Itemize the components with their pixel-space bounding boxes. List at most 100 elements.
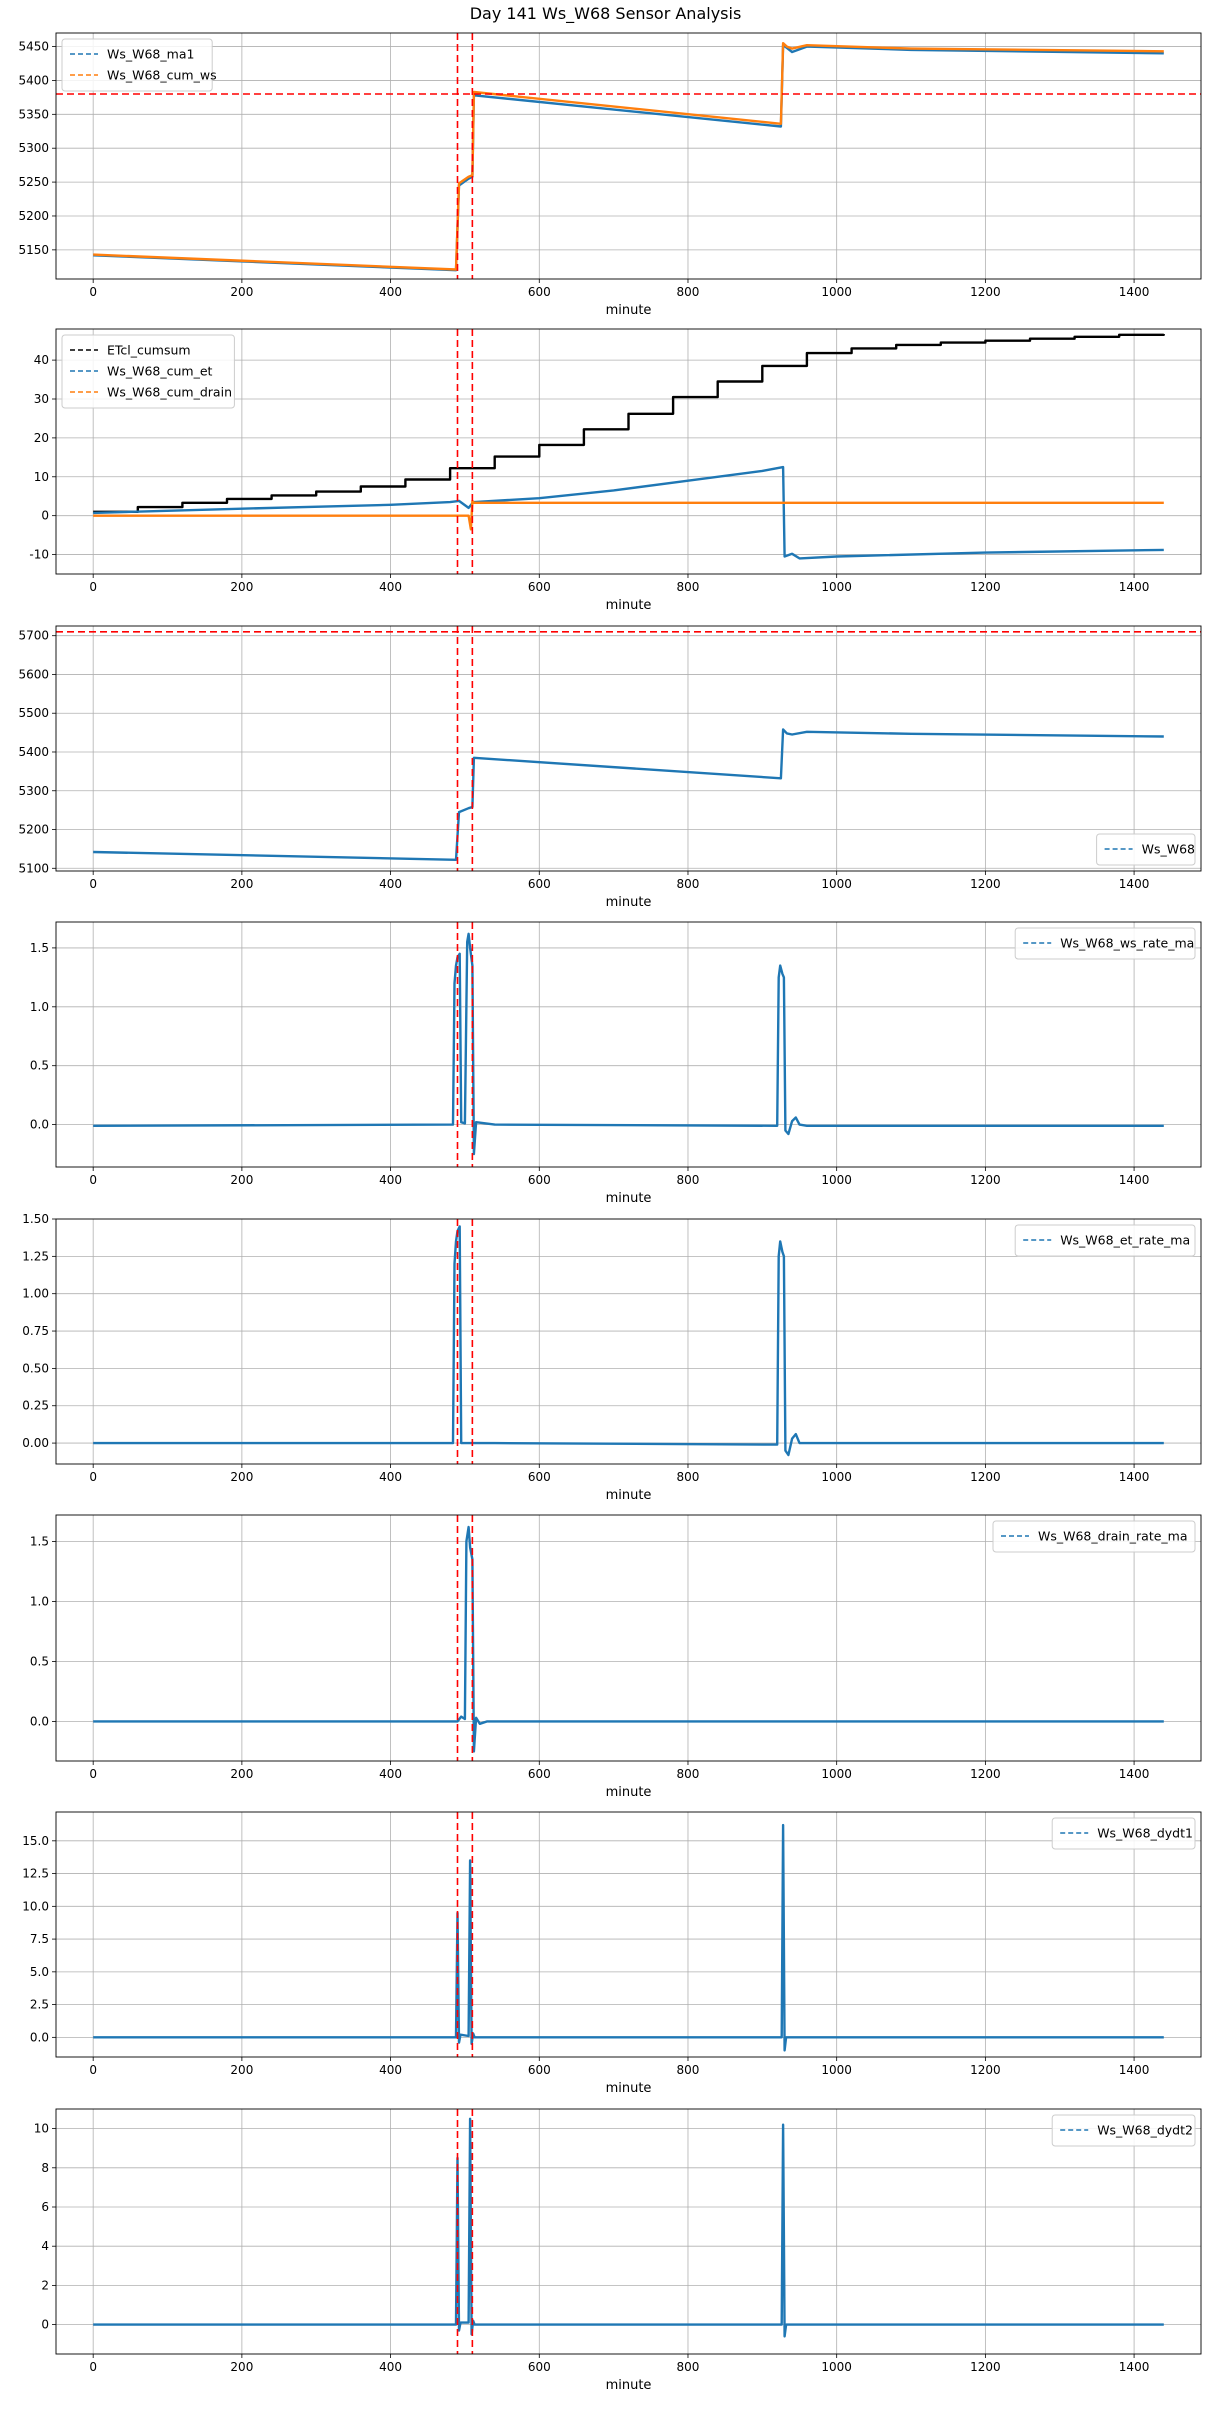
x-tick-label: 1000 [821,2063,852,2077]
series-line-Ws_W68_dydt1 [93,1823,1164,2052]
axes-frame [55,32,1202,280]
x-tick-label: 600 [528,285,551,299]
y-tick-label: 5200 [18,209,49,223]
x-axis-label: minute [606,1785,652,1800]
legend-label: Ws_W68_cum_et [107,364,213,379]
x-tick-label: 0 [89,2063,97,2077]
x-tick-label: 200 [230,1470,253,1484]
figure-title: Day 141 Ws_W68 Sensor Analysis [469,4,742,23]
y-tick-label: 5600 [18,667,49,681]
y-tick-label: 10 [34,470,49,484]
y-tick-label: 5700 [18,629,49,643]
x-tick-label: 800 [677,1173,700,1187]
subplot-4: 0 200 400 600 800 1000 1200 1400 0.0 0.5 1.0 1.5 min… [30,921,1202,1206]
series-line-Ws_W68_ws_rate_ma [93,932,1164,1156]
legend-label: Ws_W68_ws_rate_ma [1060,936,1194,951]
y-tick-label: 0.50 [22,1361,49,1375]
y-tick-label: 2.5 [30,1998,49,2012]
x-tick-label: 400 [379,580,402,594]
y-tick-label: 5400 [18,745,49,759]
x-tick-label: 0 [89,877,97,891]
y-tick-label: 1.00 [22,1287,49,1301]
x-tick-label: 1000 [821,1767,852,1781]
series-line-Ws_W68_drain_rate_ma [93,1525,1164,1753]
legend: Ws_W68_drain_rate_ma [992,1520,1196,1553]
y-tick-label: 8 [41,2161,49,2175]
x-tick-label: 600 [528,1470,551,1484]
subplot-5: 0 200 400 600 800 1000 1200 1400 0.00 0.25 0.50 0.7… [22,1212,1202,1503]
x-tick-label: 600 [528,1767,551,1781]
legend-label: Ws_W68_drain_rate_ma [1038,1529,1188,1544]
x-tick-label: 1200 [970,2063,1001,2077]
series-line-Ws_W68_dydt2 [93,2117,1164,2338]
y-tick-label: 7.5 [30,1932,49,1946]
y-tick-label: 0 [41,509,49,523]
legend-label: Ws_W68_cum_drain [107,385,232,400]
y-tick-label: 1.25 [22,1249,49,1263]
x-tick-label: 200 [230,2063,253,2077]
series-line-Ws_W68_et_rate_ma [93,1225,1164,1457]
x-tick-label: 1200 [970,877,1001,891]
subplot-8: 0 200 400 600 800 1000 1200 1400 0 2 4 6 8 10 minute Ws… [34,2108,1202,2393]
y-tick-label: 5400 [18,73,49,87]
x-tick-label: 0 [89,285,97,299]
x-tick-label: 1200 [970,285,1001,299]
x-tick-label: 1000 [821,1173,852,1187]
series-line-Ws_W68_cum_ws [93,42,1164,271]
x-tick-label: 200 [230,580,253,594]
legend-box [1096,833,1196,866]
legend: ETcl_cumsum Ws_W68_cum_et Ws_W68_cum_drain [61,334,235,409]
y-tick-label: -10 [29,548,49,562]
x-axis-label: minute [606,303,652,318]
y-tick-label: 5450 [18,40,49,54]
x-tick-label: 400 [379,285,402,299]
x-tick-label: 800 [677,285,700,299]
x-tick-label: 1000 [821,877,852,891]
x-tick-label: 1200 [970,1767,1001,1781]
x-tick-label: 1000 [821,2360,852,2374]
x-axis-label: minute [606,1488,652,1503]
x-axis-label: minute [606,2378,652,2393]
x-axis-label: minute [606,895,652,910]
y-tick-label: 0.5 [30,1059,49,1073]
x-tick-label: 1400 [1119,580,1150,594]
x-tick-label: 1000 [821,1470,852,1484]
y-tick-label: 0.0 [30,1714,49,1728]
legend-label: Ws_W68_cum_ws [107,68,217,83]
x-tick-label: 0 [89,1470,97,1484]
x-tick-label: 600 [528,2063,551,2077]
x-tick-label: 1400 [1119,285,1150,299]
y-tick-label: 4 [41,2239,49,2253]
axes-frame [55,1514,1202,1762]
y-tick-label: 15.0 [22,1834,49,1848]
y-tick-label: 1.0 [30,1594,49,1608]
x-tick-label: 1400 [1119,2360,1150,2374]
legend: Ws_W68_ws_rate_ma [1014,927,1196,960]
x-tick-label: 600 [528,1173,551,1187]
x-tick-label: 0 [89,580,97,594]
y-tick-label: 5150 [18,243,49,257]
x-tick-label: 800 [677,580,700,594]
y-tick-label: 1.5 [30,1534,49,1548]
y-tick-label: 0 [41,2318,49,2332]
axes-frame [55,1811,1202,2058]
y-tick-label: 5250 [18,175,49,189]
x-tick-label: 1400 [1119,1470,1150,1484]
x-tick-label: 800 [677,2360,700,2374]
axes-frame [55,328,1202,575]
axes-frame [55,1218,1202,1465]
legend-label: Ws_W68 [1142,842,1195,857]
x-tick-label: 1200 [970,2360,1001,2374]
axes-frame [55,921,1202,1168]
legend-box [1051,1817,1196,1850]
y-tick-label: 10 [34,2122,49,2136]
y-tick-label: 2 [41,2278,49,2292]
x-tick-label: 600 [528,2360,551,2374]
x-tick-label: 1400 [1119,2063,1150,2077]
x-tick-label: 400 [379,1767,402,1781]
x-tick-label: 1400 [1119,1767,1150,1781]
subplot-2: 0 200 400 600 800 1000 1200 1400 -10 0 10 20 30 40 min… [29,328,1202,613]
y-tick-label: 1.0 [30,1000,49,1014]
series-line-ETcl_cumsum [93,333,1166,513]
